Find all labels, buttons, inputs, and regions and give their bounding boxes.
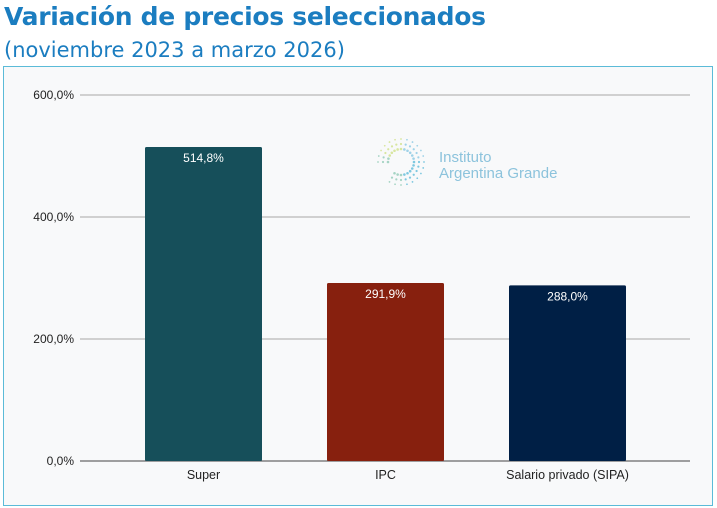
- logo-dot: [412, 164, 415, 167]
- logo-dot: [396, 148, 399, 151]
- logo-dot: [408, 151, 412, 155]
- logo-dot: [422, 167, 425, 169]
- institute-logo: Instituto Argentina Grande: [377, 138, 557, 186]
- x-tick-label: Super: [187, 468, 220, 482]
- logo-dot: [411, 181, 414, 183]
- logo-text-line1: Instituto: [439, 149, 492, 166]
- logo-dot: [412, 173, 415, 176]
- logo-dot: [394, 183, 396, 186]
- logo-dot: [399, 147, 403, 151]
- chart-subtitle: (noviembre 2023 a marzo 2026): [4, 38, 345, 62]
- logo-dot: [412, 157, 415, 160]
- logo-dot: [393, 171, 396, 175]
- logo-dot: [406, 138, 408, 141]
- bar: [327, 282, 444, 461]
- logo-dot: [390, 151, 394, 155]
- logo-dot: [403, 173, 406, 176]
- logo-dot: [408, 145, 412, 148]
- logo-dot: [399, 173, 403, 177]
- y-tick-label: 0,0%: [47, 454, 75, 468]
- data-label: 291,9%: [365, 287, 406, 301]
- logo-text-line2: Argentina Grande: [439, 165, 557, 182]
- logo-dot: [406, 149, 409, 153]
- logo-dot: [410, 167, 414, 170]
- y-tick-label: 600,0%: [33, 88, 74, 102]
- logo-dot: [404, 143, 407, 146]
- logo-dot: [394, 138, 396, 141]
- data-label: 288,0%: [547, 289, 588, 303]
- logo-dot: [381, 160, 385, 164]
- logo-dot: [410, 154, 414, 157]
- logo-dot: [411, 141, 414, 143]
- logo-dot: [400, 138, 402, 140]
- logo-dot: [417, 156, 420, 159]
- logo-dot: [403, 148, 406, 151]
- logo-ring-icon: [377, 138, 425, 186]
- logo-dot: [416, 177, 419, 180]
- logo-dot: [384, 151, 387, 155]
- logo-dot: [406, 171, 409, 175]
- y-tick-label: 400,0%: [33, 210, 74, 224]
- logo-dot: [408, 169, 412, 173]
- logo-dot: [416, 144, 419, 147]
- logo-dot: [386, 160, 390, 164]
- logo-dot: [415, 151, 418, 155]
- logo-dot: [420, 172, 422, 175]
- y-tick-label: 200,0%: [33, 332, 74, 346]
- logo-dot: [400, 184, 402, 186]
- x-tick-label: IPC: [375, 468, 396, 482]
- logo-dot: [408, 176, 412, 179]
- logo-dot: [388, 154, 392, 157]
- chart-title: Variación de precios seleccionados: [4, 2, 486, 31]
- data-label: 514,8%: [183, 151, 224, 165]
- x-tick-label: Salario privado (SIPA): [506, 468, 629, 482]
- logo-dot: [417, 160, 421, 164]
- logo-dot: [422, 155, 425, 157]
- logo-dot: [417, 165, 420, 168]
- logo-dot: [390, 176, 394, 179]
- logo-dot: [396, 173, 399, 176]
- logo-dot: [387, 157, 390, 160]
- logo-dot: [387, 148, 390, 151]
- logo-dot: [390, 145, 394, 148]
- logo-dot: [399, 142, 403, 146]
- logo-dot: [395, 143, 398, 146]
- logo-dot: [382, 156, 385, 159]
- logo-dot: [395, 178, 398, 181]
- logo-dot: [383, 144, 386, 147]
- logo-dot: [380, 149, 382, 152]
- bar: [509, 285, 626, 461]
- logo-dot: [388, 141, 391, 143]
- logo-dot: [415, 169, 418, 173]
- logo-dot: [420, 149, 422, 152]
- logo-dot: [377, 155, 380, 157]
- logo-dot: [399, 178, 403, 182]
- logo-dot: [423, 161, 425, 163]
- logo-dot: [393, 149, 396, 153]
- logo-dot: [388, 181, 391, 183]
- bar: [145, 146, 262, 462]
- logo-dot: [406, 183, 408, 186]
- logo-dot: [412, 148, 415, 151]
- logo-dot: [404, 178, 407, 181]
- logo-dot: [412, 160, 416, 164]
- logo-dot: [377, 161, 379, 163]
